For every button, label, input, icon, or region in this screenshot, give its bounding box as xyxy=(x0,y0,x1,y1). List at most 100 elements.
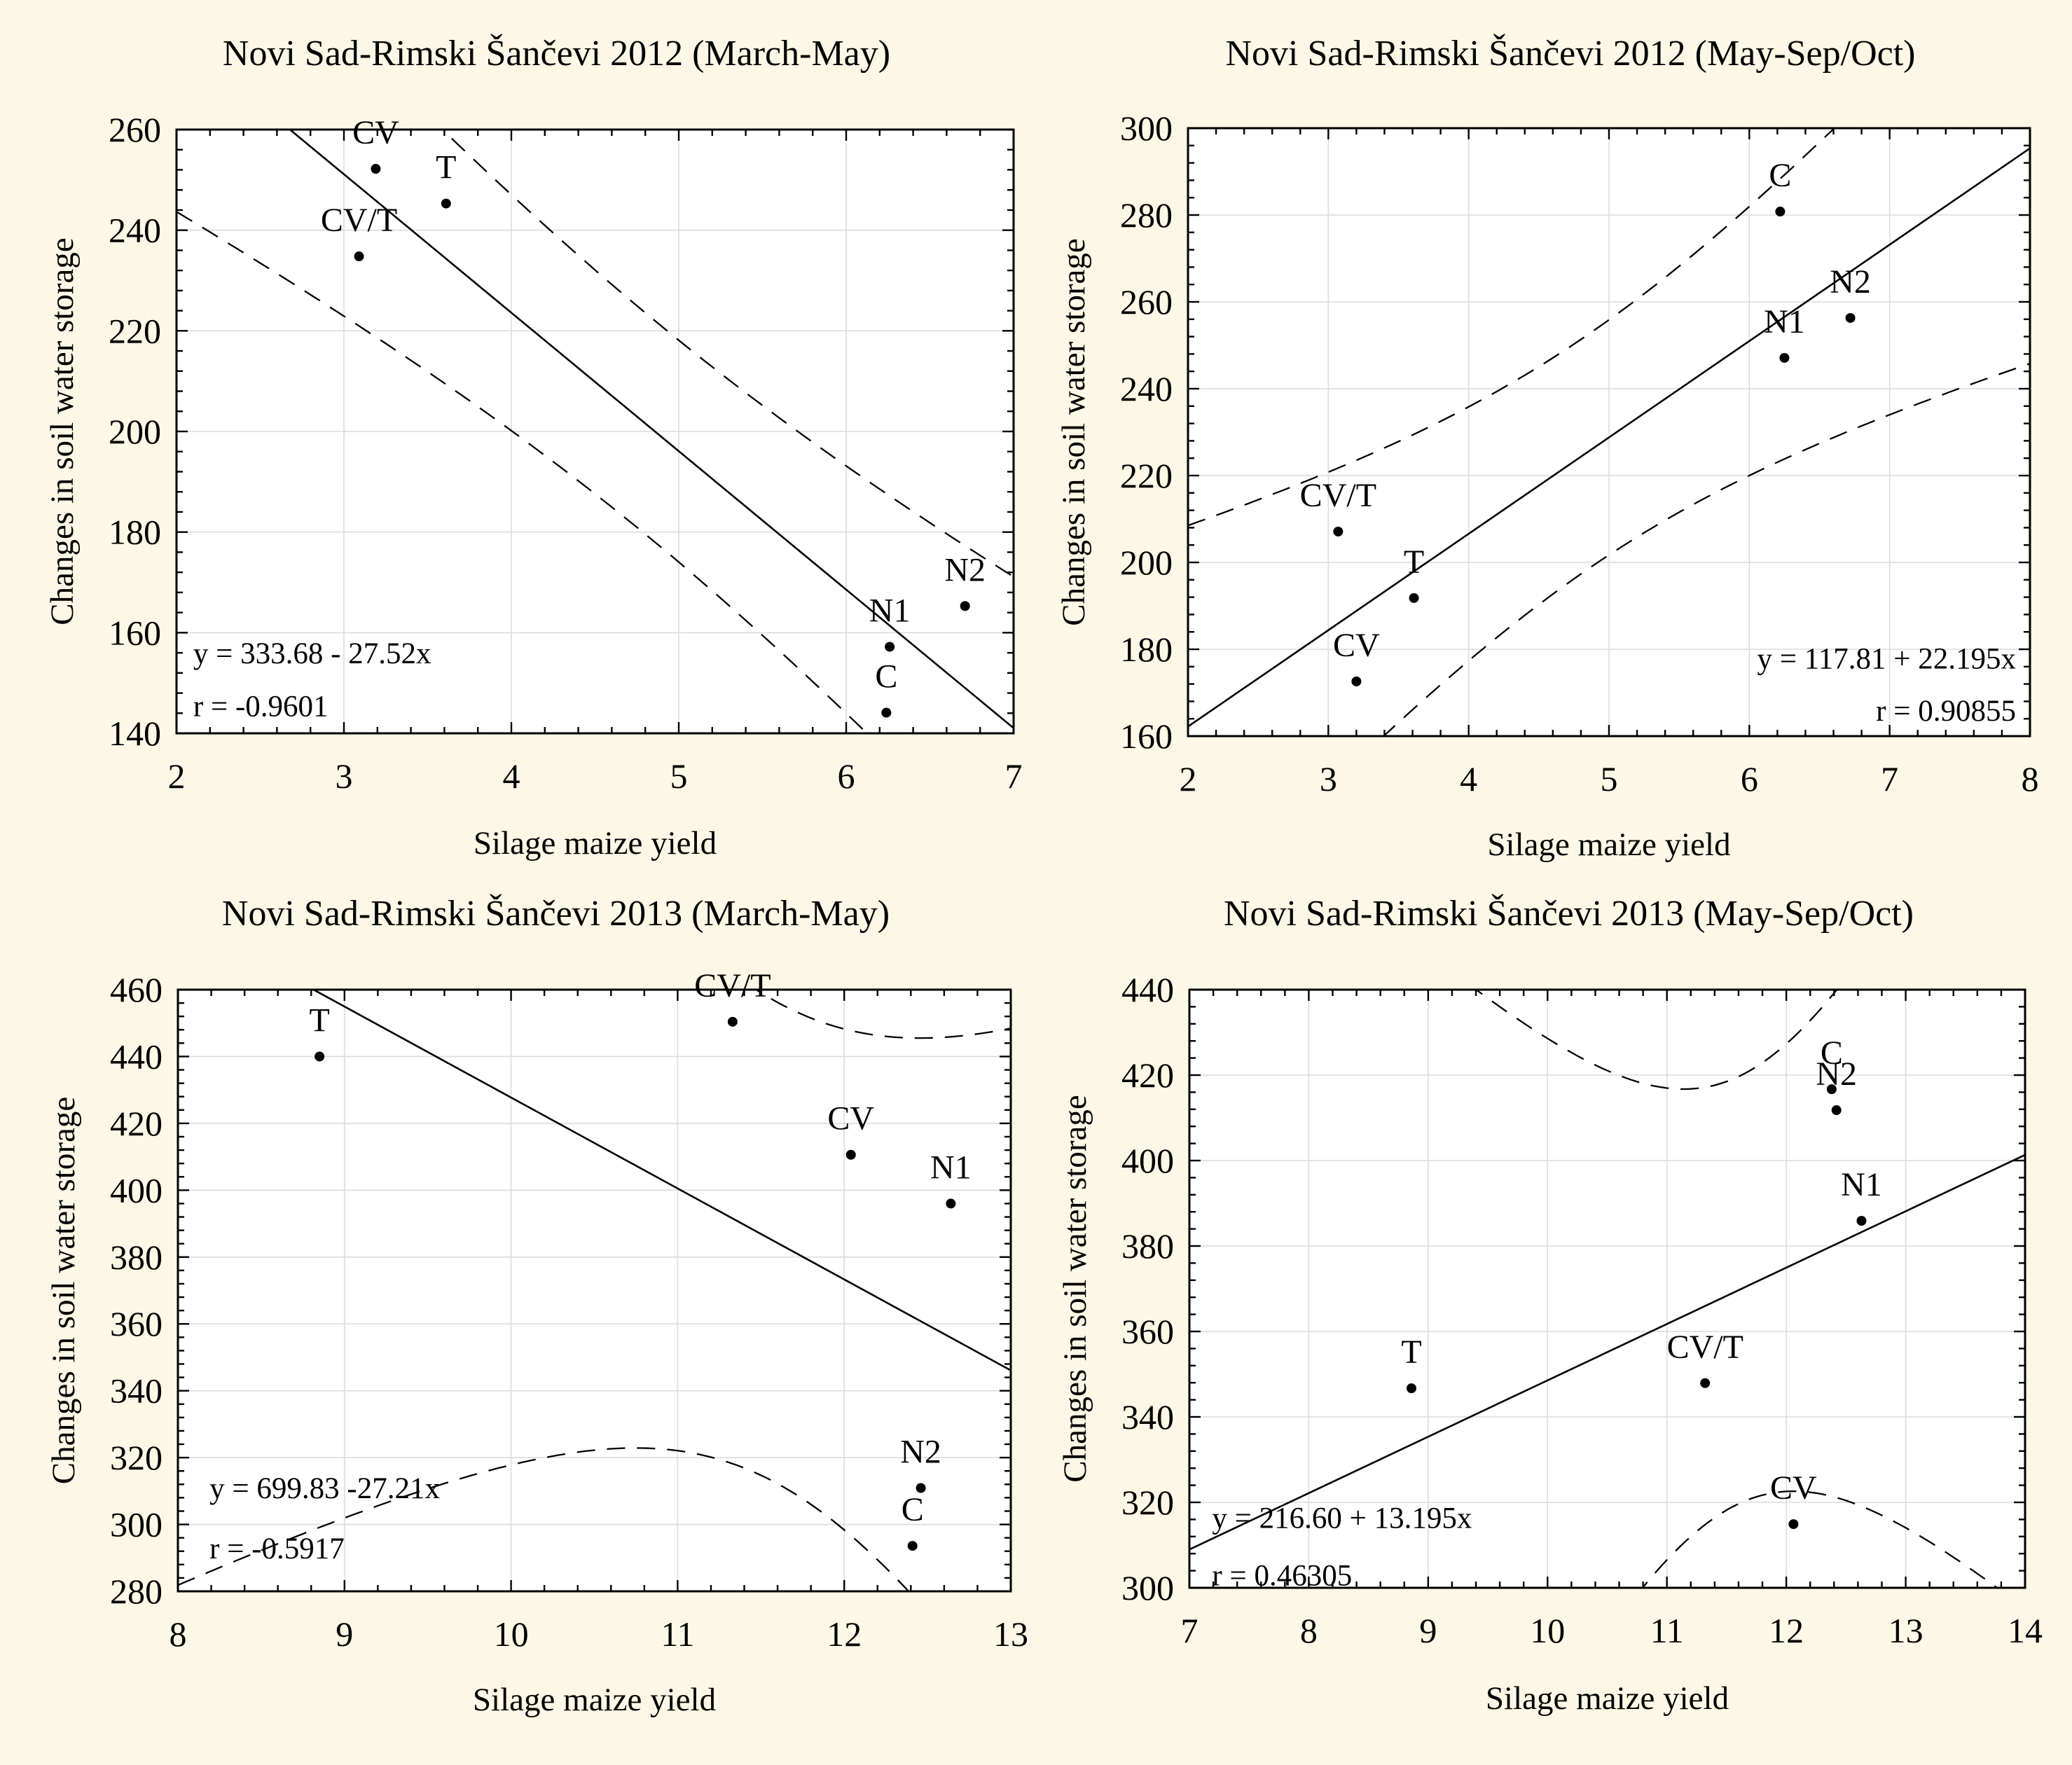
point-label: C xyxy=(875,658,897,695)
point-label: CV/T xyxy=(694,967,771,1004)
data-point xyxy=(1845,312,1856,323)
x-tick-label: 5 xyxy=(1601,759,1618,798)
confidence-band-lower xyxy=(177,211,869,733)
y-tick-label: 280 xyxy=(1120,195,1173,235)
y-tick-label: 180 xyxy=(109,513,161,552)
x-axis-label: Silage maize yield xyxy=(474,825,717,861)
data-point xyxy=(1779,352,1790,363)
y-tick-label: 160 xyxy=(109,613,161,652)
x-tick-label: 2 xyxy=(1180,759,1197,798)
r-label: r = 0.90855 xyxy=(1876,695,2016,728)
data-point xyxy=(1856,1216,1867,1226)
x-tick-label: 10 xyxy=(494,1614,529,1654)
regression-line xyxy=(311,990,1011,1371)
y-tick-label: 400 xyxy=(1121,1141,1174,1180)
axis-frame xyxy=(175,128,1015,735)
data-point xyxy=(1409,593,1419,603)
data-point xyxy=(916,1483,926,1493)
equation-label: y = 117.81 + 22.195x xyxy=(1757,642,2016,675)
point-label: N1 xyxy=(930,1149,972,1186)
y-tick-label: 380 xyxy=(110,1238,163,1277)
y-tick-label: 220 xyxy=(1120,456,1173,495)
x-tick-label: 4 xyxy=(1460,759,1477,798)
y-tick-label: 140 xyxy=(109,714,161,753)
data-point xyxy=(1700,1378,1711,1388)
data-point xyxy=(315,1051,325,1062)
data-point xyxy=(1831,1105,1842,1116)
y-tick-label: 300 xyxy=(1121,1568,1174,1607)
y-tick-label: 300 xyxy=(1120,109,1173,148)
data-point xyxy=(960,601,970,611)
y-tick-label: 260 xyxy=(1120,282,1173,321)
x-tick-label: 13 xyxy=(1888,1611,1923,1650)
y-tick-label: 400 xyxy=(110,1170,163,1210)
panel-title: Novi Sad-Rimski Šančevi 2012 (May-Sep/Oc… xyxy=(1226,33,1916,74)
x-tick-label: 9 xyxy=(1419,1611,1437,1650)
equation-label: y = 699.83 -27.21x xyxy=(209,1472,440,1505)
point-label: T xyxy=(309,1002,329,1039)
y-axis-label: Changes in soil water storage xyxy=(1057,1095,1093,1482)
point-label: CV xyxy=(352,114,399,151)
panel-title: Novi Sad-Rimski Šančevi 2013 (May-Sep/Oc… xyxy=(1224,893,1914,934)
data-point xyxy=(1406,1383,1416,1394)
x-tick-label: 8 xyxy=(2022,759,2039,798)
confidence-band-upper xyxy=(754,990,1011,1039)
y-tick-label: 240 xyxy=(1120,369,1173,408)
y-tick-label: 460 xyxy=(110,970,163,1009)
r-label: r = 0.46305 xyxy=(1212,1560,1352,1593)
x-tick-label: 12 xyxy=(827,1614,862,1654)
point-label: T xyxy=(436,149,456,186)
point-label: CV/T xyxy=(321,202,397,239)
y-tick-label: 320 xyxy=(110,1438,163,1477)
x-tick-label: 14 xyxy=(2008,1611,2043,1650)
x-tick-label: 3 xyxy=(336,756,353,796)
y-axis-label: Changes in soil water storage xyxy=(46,1097,82,1484)
r-label: r = -0.5917 xyxy=(209,1532,345,1565)
y-tick-label: 380 xyxy=(1121,1226,1174,1266)
point-label: CV xyxy=(827,1100,874,1137)
point-label: CV xyxy=(1770,1469,1817,1507)
x-tick-label: 9 xyxy=(336,1614,353,1654)
data-point xyxy=(1775,207,1786,217)
y-tick-label: 280 xyxy=(110,1572,163,1611)
data-point xyxy=(1333,526,1344,537)
data-point xyxy=(881,707,892,718)
y-tick-label: 420 xyxy=(110,1104,163,1143)
axis-frame xyxy=(177,988,1012,1593)
data-point xyxy=(441,198,451,209)
data-point xyxy=(907,1541,918,1551)
regression-line xyxy=(1188,147,2030,728)
y-tick-label: 440 xyxy=(110,1037,163,1076)
confidence-band-upper xyxy=(441,130,1014,578)
data-point xyxy=(845,1149,856,1160)
point-label: C xyxy=(902,1491,924,1528)
x-tick-label: 13 xyxy=(993,1614,1028,1654)
x-tick-label: 7 xyxy=(1881,759,1898,798)
y-axis-label: Changes in soil water storage xyxy=(1056,238,1092,625)
data-point xyxy=(1788,1519,1799,1530)
x-axis-label: Silage maize yield xyxy=(1486,1680,1729,1717)
regression-line xyxy=(288,130,1014,729)
data-point xyxy=(1351,676,1362,686)
panel-3: 7 8 9 10 11 12 13 14 300 320 340 360 380 400 420 440 CN2… xyxy=(1057,893,2043,1717)
panel-2: 8 9 10 11 12 13 280 300 320 340 360 380 400 420 440 460… xyxy=(46,893,1028,1718)
y-tick-label: 220 xyxy=(109,311,161,350)
y-tick-label: 160 xyxy=(1120,717,1173,756)
x-tick-label: 8 xyxy=(170,1614,187,1654)
data-point xyxy=(1826,1084,1837,1095)
y-tick-label: 360 xyxy=(1121,1312,1174,1351)
data-point xyxy=(354,251,364,262)
y-tick-label: 240 xyxy=(109,211,161,250)
r-label: r = -0.9601 xyxy=(193,690,329,723)
x-tick-label: 10 xyxy=(1530,1611,1565,1650)
plot-area xyxy=(1189,990,2025,1588)
point-label: C xyxy=(1769,157,1791,194)
y-tick-label: 300 xyxy=(110,1505,163,1544)
x-tick-label: 12 xyxy=(1769,1611,1804,1650)
data-point xyxy=(727,1016,738,1027)
x-axis-label: Silage maize yield xyxy=(1487,826,1730,863)
x-tick-label: 7 xyxy=(1181,1611,1199,1650)
point-label: T xyxy=(1401,1334,1421,1371)
